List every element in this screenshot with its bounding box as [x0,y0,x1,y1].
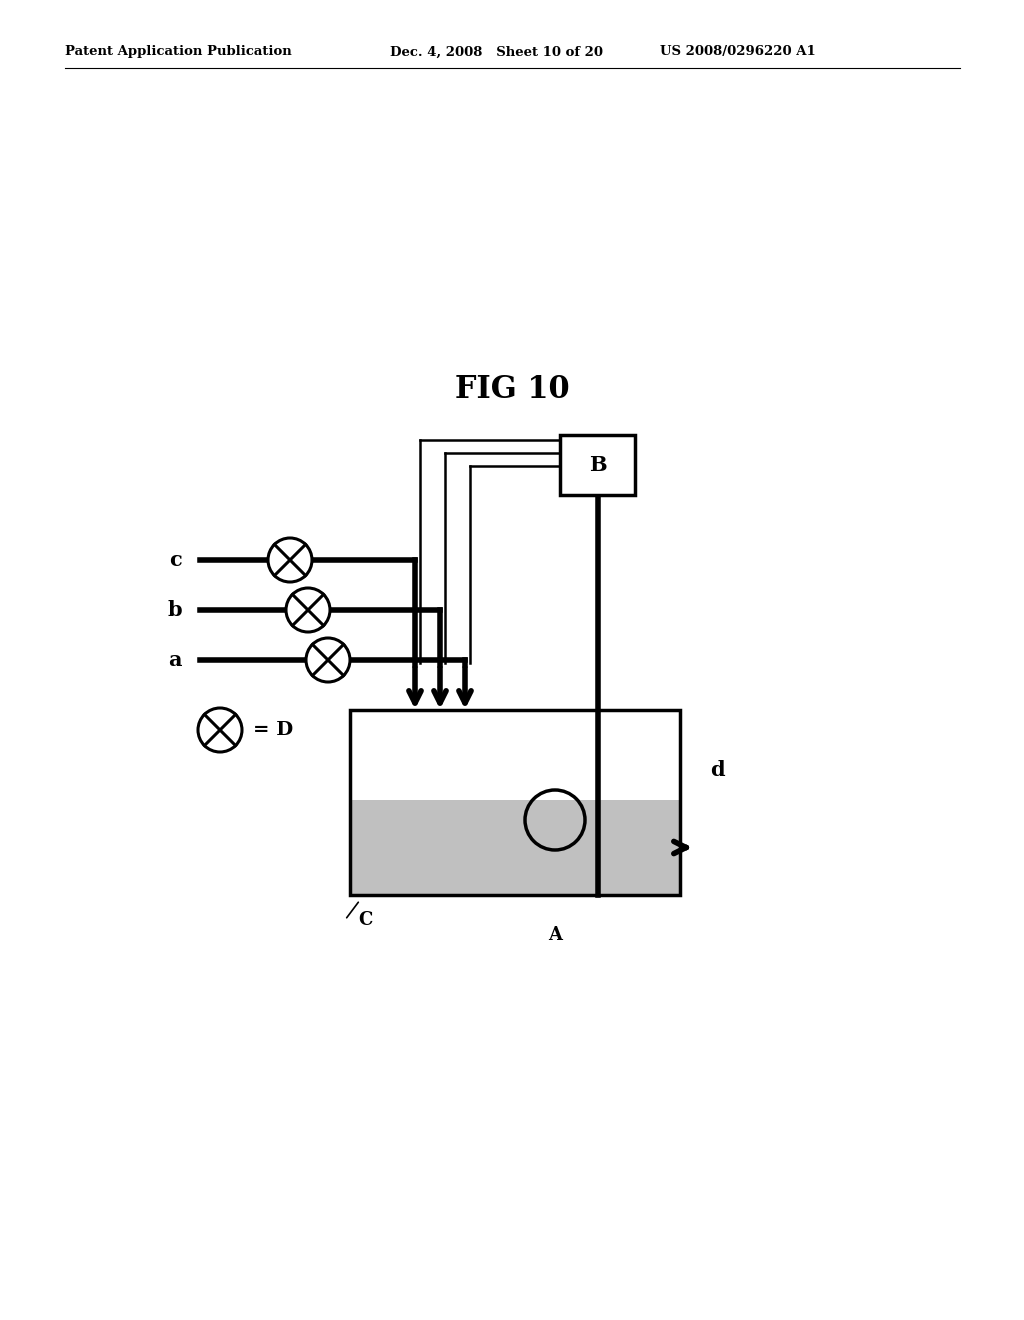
Text: = D: = D [253,721,293,739]
Circle shape [306,638,350,682]
Text: d: d [710,760,725,780]
Text: B: B [589,455,606,475]
Text: A: A [548,927,562,944]
Text: c: c [169,550,181,570]
Text: C: C [357,911,372,929]
Circle shape [268,539,312,582]
Text: a: a [168,649,181,671]
Bar [350,710,680,895]
Text: Patent Application Publication: Patent Application Publication [65,45,292,58]
Bar [350,800,680,895]
Bar [560,436,635,495]
Text: FIG 10: FIG 10 [455,375,569,405]
Text: b: b [168,601,182,620]
Bar [350,710,680,895]
Text: US 2008/0296220 A1: US 2008/0296220 A1 [660,45,816,58]
Text: Dec. 4, 2008   Sheet 10 of 20: Dec. 4, 2008 Sheet 10 of 20 [390,45,603,58]
Circle shape [198,708,242,752]
Circle shape [286,587,330,632]
